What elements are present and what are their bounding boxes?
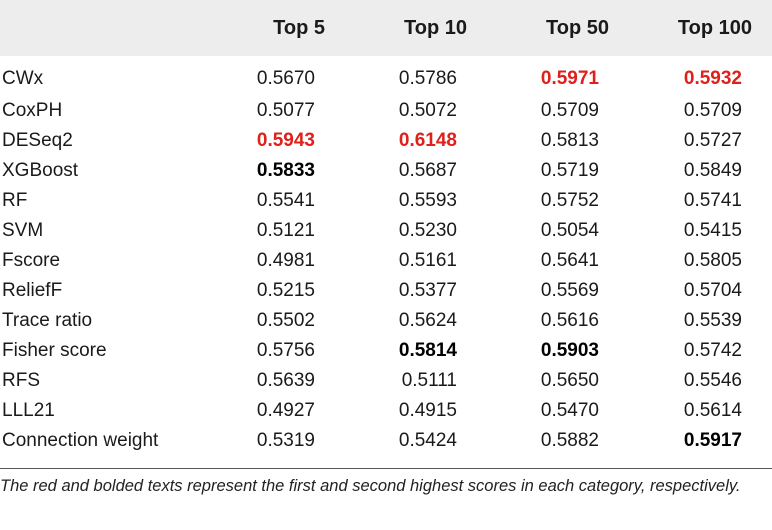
score-cell: 0.5786 <box>398 68 457 89</box>
score-cell: 0.5111 <box>401 370 457 391</box>
method-name-cell: Connection weight <box>2 430 159 451</box>
method-name-cell: SVM <box>2 220 44 241</box>
method-name-cell: RF <box>2 190 28 211</box>
table-row: RF 0.5541 0.5593 0.5752 0.5741 <box>0 186 772 216</box>
score-cell: 0.5230 <box>398 220 457 241</box>
score-cell: 0.5502 <box>256 310 315 331</box>
column-header-top10: Top 10 <box>404 16 467 39</box>
score-cell: 0.5727 <box>683 130 742 151</box>
table-row: CoxPH 0.5077 0.5072 0.5709 0.5709 <box>0 96 772 126</box>
table-body: CWx 0.5670 0.5786 0.5971 0.5932 CoxPH 0.5077 0.… <box>0 56 772 456</box>
score-cell: 0.5593 <box>398 190 457 211</box>
score-cell: 0.5077 <box>256 100 315 121</box>
score-cell: 0.5742 <box>683 340 742 361</box>
table-row: RFS 0.5639 0.5111 0.5650 0.5546 <box>0 366 772 396</box>
score-cell: 0.5813 <box>540 130 599 151</box>
score-cell: 0.5903 <box>540 340 599 361</box>
score-cell: 0.5805 <box>683 250 742 271</box>
score-cell: 0.5833 <box>256 160 315 181</box>
method-name-cell: DESeq2 <box>2 130 73 151</box>
score-cell: 0.5470 <box>540 400 599 421</box>
score-cell: 0.5072 <box>398 100 457 121</box>
method-name-cell: XGBoost <box>2 160 79 181</box>
score-cell: 0.5215 <box>256 280 315 301</box>
column-header-top50: Top 50 <box>546 16 609 39</box>
method-name-cell: Trace ratio <box>2 310 93 331</box>
score-cell: 0.5670 <box>256 68 315 89</box>
score-cell: 0.5546 <box>683 370 742 391</box>
column-header <box>0 0 200 56</box>
table-row: CWx 0.5670 0.5786 0.5971 0.5932 <box>0 56 772 96</box>
table-row: SVM 0.5121 0.5230 0.5054 0.5415 <box>0 216 772 246</box>
table-row: Fisher score 0.5756 0.5814 0.5903 0.5742 <box>0 336 772 366</box>
score-cell: 0.5639 <box>256 370 315 391</box>
score-cell: 0.5616 <box>540 310 599 331</box>
score-cell: 0.5704 <box>683 280 742 301</box>
score-cell: 0.5415 <box>683 220 742 241</box>
table-row: XGBoost 0.5833 0.5687 0.5719 0.5849 <box>0 156 772 186</box>
header-band <box>0 0 772 56</box>
table-row: Trace ratio 0.5502 0.5624 0.5616 0.5539 <box>0 306 772 336</box>
score-cell: 0.5054 <box>540 220 599 241</box>
score-cell: 0.5756 <box>256 340 315 361</box>
score-cell: 0.5569 <box>540 280 599 301</box>
table-row: DESeq2 0.5943 0.6148 0.5813 0.5727 <box>0 126 772 156</box>
score-cell: 0.5917 <box>683 430 742 451</box>
method-name-cell: Fisher score <box>2 340 107 361</box>
score-cell: 0.5814 <box>398 340 457 361</box>
results-table: Top 5 Top 10 Top 50 Top 100 CWx 0.5670 0.5… <box>0 0 772 456</box>
score-cell: 0.4915 <box>398 400 457 421</box>
score-cell: 0.6148 <box>398 130 457 151</box>
method-name-cell: Fscore <box>2 250 61 271</box>
score-cell: 0.5971 <box>540 68 599 89</box>
table-row: ReliefF 0.5215 0.5377 0.5569 0.5704 <box>0 276 772 306</box>
score-cell: 0.5650 <box>540 370 599 391</box>
table-bottom-rule <box>0 468 772 469</box>
score-cell: 0.5882 <box>540 430 599 451</box>
method-name-cell: ReliefF <box>2 280 63 301</box>
method-name-cell: RFS <box>2 370 40 391</box>
score-cell: 0.4927 <box>256 400 315 421</box>
score-cell: 0.5943 <box>256 130 315 151</box>
score-cell: 0.4981 <box>256 250 315 271</box>
table-row: Fscore 0.4981 0.5161 0.5641 0.5805 <box>0 246 772 276</box>
table-row: Connection weight 0.5319 0.5424 0.5882 0.591… <box>0 426 772 456</box>
score-cell: 0.5687 <box>398 160 457 181</box>
score-cell: 0.5741 <box>683 190 742 211</box>
score-cell: 0.5624 <box>398 310 457 331</box>
score-cell: 0.5719 <box>540 160 599 181</box>
method-name-cell: CoxPH <box>2 100 63 121</box>
method-name-cell: LLL21 <box>2 400 55 421</box>
score-cell: 0.5709 <box>683 100 742 121</box>
score-cell: 0.5424 <box>398 430 457 451</box>
score-cell: 0.5641 <box>540 250 599 271</box>
score-cell: 0.5932 <box>683 68 742 89</box>
score-cell: 0.5121 <box>256 220 315 241</box>
table-row: LLL21 0.4927 0.4915 0.5470 0.5614 <box>0 396 772 426</box>
header-row: Top 5 Top 10 Top 50 Top 100 <box>0 0 772 56</box>
score-cell: 0.5752 <box>540 190 599 211</box>
score-cell: 0.5319 <box>256 430 315 451</box>
score-cell: 0.5539 <box>683 310 742 331</box>
score-cell: 0.5614 <box>683 400 742 421</box>
score-cell: 0.5377 <box>398 280 457 301</box>
column-header-top100: Top 100 <box>677 16 752 39</box>
method-name-cell: CWx <box>2 68 44 89</box>
score-cell: 0.5541 <box>256 190 315 211</box>
score-cell: 0.5161 <box>398 250 457 271</box>
table-caption: The red and bolded texts represent the f… <box>0 477 741 495</box>
column-header-top5: Top 5 <box>273 16 325 39</box>
score-cell: 0.5709 <box>540 100 599 121</box>
score-cell: 0.5849 <box>683 160 742 181</box>
